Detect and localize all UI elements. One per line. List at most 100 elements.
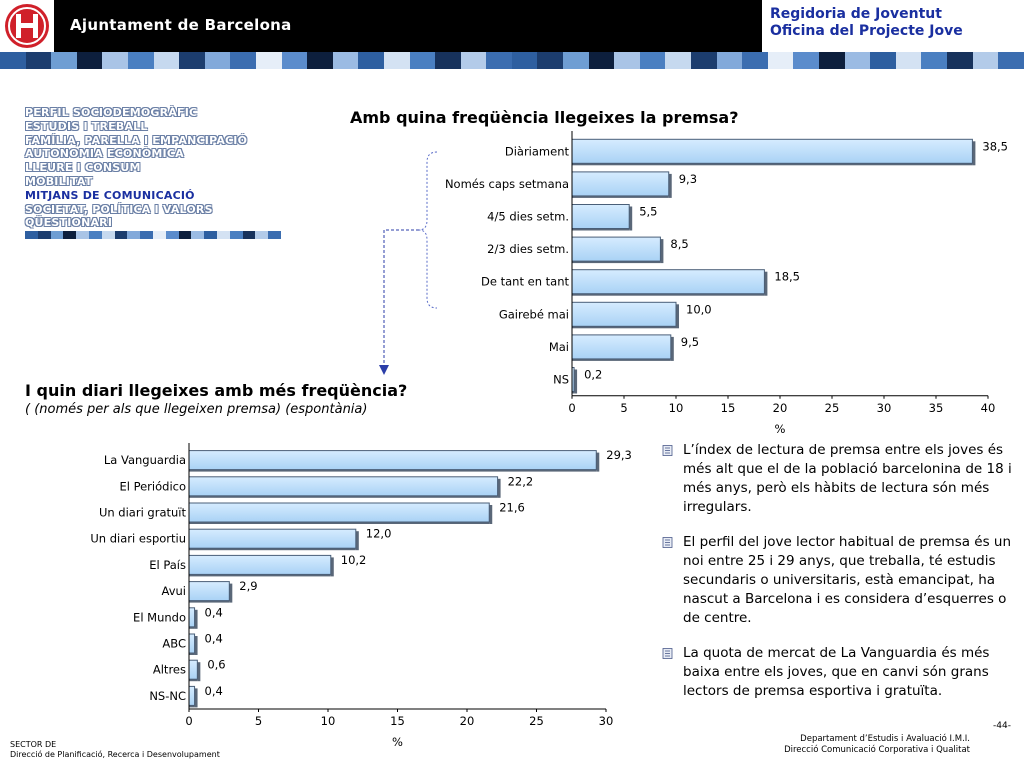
stripe-block	[511, 52, 538, 69]
nav-item-1[interactable]: ESTUDIS I TREBALL	[25, 119, 148, 133]
bar	[188, 450, 597, 471]
stripe-block	[742, 52, 768, 69]
footer-sector: SECTOR DE	[10, 740, 57, 749]
stripe-block	[332, 52, 359, 69]
section-nav: PERFIL SOCIODEMOGRÀFIC ESTUDIS I TREBALL F…	[25, 106, 247, 230]
bar	[188, 685, 196, 706]
bar-shadow	[572, 261, 661, 264]
category-label: Diàriament	[505, 144, 570, 158]
bar	[188, 659, 198, 680]
stripe-block	[178, 231, 192, 239]
stripe-block	[946, 52, 973, 69]
stripe-block	[76, 52, 103, 69]
nav-item-5[interactable]: MOBILITAT	[25, 174, 93, 188]
data-label: 2,9	[239, 579, 257, 593]
bar	[571, 269, 765, 295]
bar	[571, 204, 630, 229]
bullet-text: L’índex de lectura de premsa entre els j…	[683, 442, 1012, 515]
bar-shadow	[629, 206, 633, 231]
nav-item-4[interactable]: LLEURE I CONSUM	[25, 161, 141, 175]
tick-label: 0	[568, 401, 575, 415]
bar	[571, 171, 670, 197]
bar-shadow	[497, 478, 501, 498]
barcelona-logo	[0, 0, 54, 52]
nav-item-2[interactable]: FAMÍLIA, PARELLA I EMPANCIPACIÓ	[25, 133, 248, 147]
bullet-item: L’índex de lectura de premsa entre els j…	[660, 441, 1015, 517]
bar-shadow	[676, 304, 679, 329]
chart-1-title: Amb quina freqüència llegeixes la premsa…	[350, 108, 739, 127]
stripe-block	[127, 52, 154, 69]
stripe-block	[998, 52, 1024, 69]
stripe-block	[563, 52, 589, 69]
page-number: -44-	[993, 721, 1011, 731]
bar-shadow	[189, 522, 490, 524]
bar	[571, 236, 661, 262]
stripe-block	[255, 52, 282, 69]
stripe-block	[255, 231, 269, 239]
data-label: 12,0	[366, 527, 392, 541]
org-name: Ajuntament de Barcelona	[70, 16, 292, 34]
stripe-block	[76, 231, 89, 239]
stripe-block	[216, 231, 230, 239]
stripe-block	[972, 52, 999, 69]
stripe-block	[101, 231, 115, 239]
x-axis-label: %	[392, 735, 403, 749]
tick-label: 30	[599, 714, 614, 728]
stripe-block	[25, 231, 38, 239]
category-label: NS	[553, 373, 569, 387]
stripe-block	[793, 52, 819, 69]
tick-label: 15	[390, 714, 405, 728]
category-label: Un diari gratuït	[99, 506, 187, 520]
bar	[188, 502, 490, 523]
tick-label: 25	[529, 714, 544, 728]
category-label: El Mundo	[133, 610, 186, 624]
stripe-block	[895, 52, 922, 69]
stripe-block	[870, 52, 896, 69]
stripe-block	[204, 52, 231, 69]
bar-shadow	[194, 688, 198, 708]
tick-label: 20	[773, 401, 788, 415]
bar-shadow	[189, 626, 195, 629]
bar-shadow	[668, 173, 672, 198]
tick-label: 0	[185, 714, 192, 728]
bar-shadow	[355, 531, 359, 551]
bar-shadow	[572, 293, 765, 296]
bar-shadow	[330, 557, 334, 577]
stripe-block	[691, 52, 717, 69]
category-label: NS-NC	[149, 689, 186, 703]
data-label: 0,4	[205, 632, 223, 646]
bullet-text: La quota de mercat de La Vanguardia és m…	[683, 645, 990, 699]
x-axis-label: %	[775, 422, 786, 436]
data-label: 0,4	[205, 684, 223, 698]
stripe-block	[614, 52, 640, 69]
decorative-stripe	[0, 52, 1024, 69]
stripe-block	[165, 231, 179, 239]
bar-shadow	[596, 452, 600, 472]
stripe-block	[409, 52, 436, 69]
bar	[188, 476, 499, 497]
bar-shadow	[574, 369, 578, 394]
nav-item-7[interactable]: SOCIETAT, POLÍTICA I VALORS	[25, 202, 213, 216]
tick-label: 20	[460, 714, 475, 728]
stripe-block	[921, 52, 947, 69]
nav-item-8[interactable]: QÜESTIONARI	[25, 216, 113, 230]
data-label: 10,0	[686, 302, 712, 316]
bar-shadow	[670, 336, 674, 361]
bar	[571, 334, 672, 360]
stripe-block	[665, 52, 692, 69]
nav-item-6[interactable]: MITJANS DE COMUNICACIÓ	[25, 188, 195, 202]
reading-frequency-chart: Diàriament 38,5 Només caps setmana 9,3 4/5 d…	[445, 131, 1008, 436]
bar	[188, 607, 196, 628]
stripe-block	[51, 52, 77, 69]
tick-label: 5	[255, 714, 262, 728]
nav-decorative-stripe	[25, 231, 281, 239]
nav-item-3[interactable]: AUTONOMIA ECONÒMICA	[25, 147, 184, 161]
department-line-1: Regidoria de Joventut	[770, 6, 942, 22]
newspaper-preference-chart: La Vanguardia 29,3 El Periódico 22,2 Un diar…	[90, 443, 632, 749]
bar-shadow	[572, 358, 671, 361]
tick-label: 25	[825, 401, 840, 415]
footer-direction-quality: Direcció Comunicació Corporativa i Quali…	[784, 745, 970, 755]
stripe-block	[88, 231, 102, 239]
stripe-block	[204, 231, 217, 239]
nav-item-0[interactable]: PERFIL SOCIODEMOGRÀFIC	[25, 106, 198, 119]
